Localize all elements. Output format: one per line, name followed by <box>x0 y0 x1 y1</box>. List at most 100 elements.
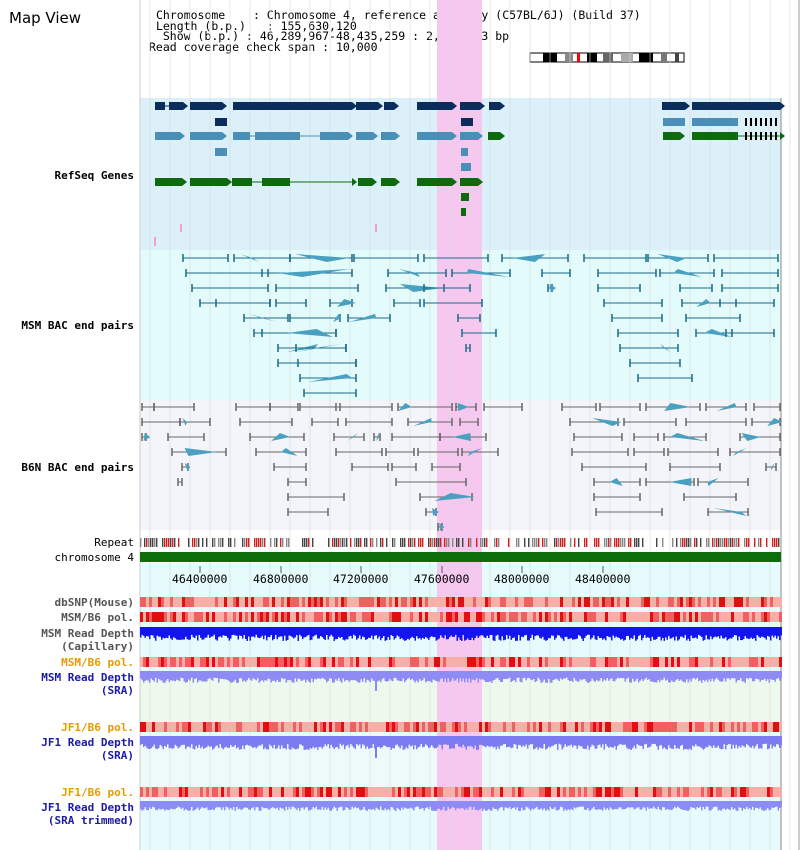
gene-exon <box>750 132 752 140</box>
msm-sra-depth-bar <box>702 671 704 680</box>
jf1-read-depth-trimmed-label[interactable]: JF1 Read Depth <box>41 801 134 814</box>
jf1-trim-depth-bar <box>522 801 524 811</box>
msm-pol-sra-heat-cell <box>263 657 266 667</box>
msm-sra-depth-bar <box>276 671 278 680</box>
jf1-sra-depth-bar <box>230 736 232 745</box>
dbsnp-heat-cell <box>755 597 758 607</box>
dbsnp-heat-cell <box>638 597 641 607</box>
jf1-trim-depth-bar <box>734 801 736 809</box>
bac-end-marker <box>280 448 298 456</box>
gene-exon <box>169 102 183 110</box>
jf1-trim-depth-bar <box>512 801 514 809</box>
msm-capillary-depth-bar <box>515 627 517 641</box>
dbsnp-track-label[interactable]: dbSNP(Mouse) <box>54 596 134 609</box>
jf1-sra-depth-bar <box>291 736 293 748</box>
jf1-pol-heat-cell <box>191 722 194 732</box>
jf1-sra-depth-bar <box>504 736 506 744</box>
dbsnp-heat-cell <box>554 597 557 607</box>
jf1-b6-pol-trimmed-track-label[interactable]: JF1/B6 pol. <box>61 786 134 799</box>
jf1-trim-depth-bar <box>159 801 161 810</box>
gene-exon <box>745 132 747 140</box>
msm-pol-heat-cell <box>344 612 347 622</box>
gene-exon <box>775 118 777 126</box>
jf1-pol-heat-cell <box>218 722 221 732</box>
jf1-read-depth-sra-label[interactable]: JF1 Read Depth <box>41 736 134 749</box>
jf1-sra-depth-bar <box>392 736 394 748</box>
jf1-trim-depth-bar <box>422 801 424 809</box>
jf1-trim-depth-bar <box>420 801 422 809</box>
jf1-sra-depth-bar <box>434 736 436 749</box>
msm-pol-heat-cell <box>263 612 266 622</box>
msm-capillary-depth-bar <box>270 627 272 636</box>
msm-sra-depth-bar <box>299 671 301 680</box>
jf1-trim-depth-bar <box>155 801 157 810</box>
dbsnp-heat-cell <box>770 597 773 607</box>
jf1-trim-depth-bar <box>729 801 731 810</box>
msm-capillary-depth-bar <box>140 627 142 638</box>
msm-pol-heat-cell <box>152 612 155 622</box>
msm-sra-depth-bar <box>302 671 304 681</box>
dbsnp-heat-cell <box>296 597 299 607</box>
msm-pol-heat-cell <box>764 612 767 622</box>
jf1-trim-depth-bar <box>563 801 565 811</box>
jf1-trim-depth-bar <box>261 801 263 807</box>
msm-pol-heat-cell <box>260 612 263 622</box>
msm-sra-depth-bar <box>296 671 298 682</box>
jf1-pol-heat-cell <box>173 722 176 732</box>
jf1-b6-pol-track-label[interactable]: JF1/B6 pol. <box>61 721 134 734</box>
repeat-element <box>244 538 246 547</box>
jf1-pol-trim-heat-cell <box>164 787 167 797</box>
jf1-trim-depth-bar <box>189 801 191 811</box>
jf1-sra-depth-bar <box>683 736 685 750</box>
jf1-trim-depth-bar <box>509 801 511 807</box>
msm-capillary-depth-bar <box>419 627 421 638</box>
msm-sra-depth-bar <box>738 671 740 681</box>
msm-sra-depth-bar <box>366 671 368 680</box>
dbsnp-heat-cell <box>767 597 770 607</box>
msm-read-depth-capillary-label[interactable]: MSM Read Depth <box>41 627 134 640</box>
msm-read-depth-sra-label[interactable]: MSM Read Depth <box>41 671 134 684</box>
jf1-trim-depth-bar <box>428 801 430 810</box>
chromosome-track-label[interactable]: chromosome 4 <box>54 551 134 564</box>
msm-capillary-depth-bar <box>315 627 317 635</box>
msm-sra-depth-bar <box>606 671 608 678</box>
jf1-sra-depth-bar <box>587 736 589 746</box>
msm-sra-depth-bar <box>741 671 743 682</box>
msm-capillary-depth-bar <box>534 627 536 636</box>
msm-b6-pol-sra-track-label[interactable]: MSM/B6 pol. <box>61 656 134 669</box>
dbsnp-heat-cell <box>392 597 395 607</box>
msm-capillary-depth-bar <box>450 627 452 636</box>
jf1-sra-depth-bar <box>453 736 455 749</box>
jf1-sra-depth-bar <box>737 736 739 749</box>
b6n-bac-track-label[interactable]: B6N BAC end pairs <box>21 461 134 474</box>
msm-pol-sra-heat-cell <box>554 657 557 667</box>
jf1-trim-depth-bar <box>483 801 485 809</box>
gene-exon <box>356 102 378 110</box>
msm-pol-sra-heat-cell <box>341 657 344 667</box>
msm-pol-sra-heat-cell <box>230 657 233 667</box>
msm-pol-sra-heat-cell <box>224 657 227 667</box>
msm-capillary-depth-bar <box>731 627 733 639</box>
repeat-element <box>528 538 530 547</box>
msm-capillary-depth-bar <box>510 627 512 640</box>
msm-capillary-depth-bar <box>374 627 376 636</box>
msm-b6-pol-track-label[interactable]: MSM/B6 pol. <box>61 611 134 624</box>
msm-sra-depth-bar <box>311 671 313 679</box>
msm-pol-sra-heat-cell <box>710 657 713 667</box>
msm-bac-track-label[interactable]: MSM BAC end pairs <box>21 319 134 332</box>
msm-sra-depth-bar <box>372 671 374 681</box>
jf1-pol-heat-cell <box>389 722 392 732</box>
jf1-pol-heat-cell <box>284 722 287 732</box>
gene-strand-arrow <box>394 102 399 110</box>
msm-pol-heat-cell <box>650 612 653 622</box>
jf1-trim-depth-bar <box>521 801 523 808</box>
jf1-sra-depth-bar <box>501 736 503 746</box>
jf1-sra-depth-bar <box>647 736 649 748</box>
refseq-track-label[interactable]: RefSeq Genes <box>54 169 134 182</box>
bac-end-marker <box>741 433 761 441</box>
repeat-track-label[interactable]: Repeat <box>94 536 134 549</box>
msm-pol-sra-heat-cell <box>596 657 599 667</box>
jf1-trim-depth-bar <box>486 801 488 811</box>
track-block <box>215 118 227 126</box>
